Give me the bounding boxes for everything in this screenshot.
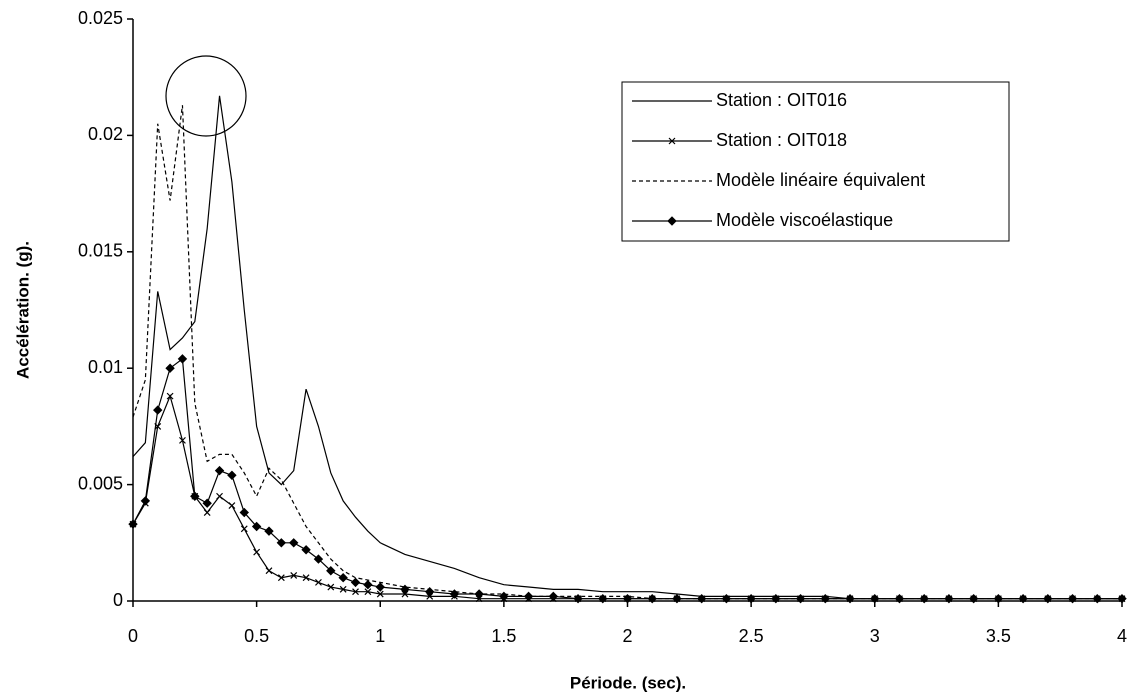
diamond-marker [968,593,979,604]
x-tick-label: 0.5 [244,626,269,646]
x-marker [240,525,248,533]
diamond-marker [363,579,373,590]
diamond-marker [202,498,212,508]
x-tick-label: 3.5 [986,626,1011,646]
x-tick-label: 4 [1117,626,1127,646]
diamond-marker [289,538,299,548]
diamond-marker [165,363,175,373]
x-marker [290,571,298,579]
y-axis-title: Accélération. (g). [13,241,32,379]
legend-label: Station : OIT018 [716,130,847,150]
diamond-marker [746,593,756,604]
diamond-marker [190,491,200,501]
x-tick-label: 1 [375,626,385,646]
diamond-marker [251,521,262,532]
x-marker [376,590,384,598]
diamond-marker [264,526,274,536]
diamond-marker [239,507,249,518]
diamond-marker [622,593,633,604]
x-marker [277,574,285,582]
diamond-marker [993,593,1004,604]
diamond-marker [153,405,163,415]
diamond-marker [128,519,138,529]
y-tick-label: 0.01 [88,357,123,377]
x-axis-title: Période. (sec). [570,673,686,692]
x-marker [668,137,676,145]
diamond-marker [696,593,707,604]
y-tick-label: 0.005 [78,473,123,493]
diamond-marker [338,573,348,583]
diamond-marker [301,545,311,555]
diamond-marker [672,593,682,604]
x-tick-label: 2.5 [739,626,764,646]
diamond-marker [400,584,410,595]
y-tick-label: 0 [113,590,123,610]
diamond-marker [313,554,324,564]
series-line [132,394,1122,600]
x-marker [352,588,359,596]
diamond-marker [573,593,583,604]
diamond-marker [548,591,559,602]
x-tick-label: 0 [128,626,138,646]
diamond-marker [177,354,188,364]
diamond-marker [598,593,608,604]
diamond-marker [721,593,732,604]
highlight-circle [165,55,247,137]
diamond-marker [1117,593,1127,604]
diamond-marker [424,586,435,597]
x-tick-label: 2 [622,626,632,646]
diamond-marker [276,538,287,548]
diamond-marker [870,593,880,604]
x-marker [327,583,335,591]
x-tick-label: 3 [870,626,880,646]
x-marker [166,392,174,400]
series-line [132,105,1122,600]
y-tick-label: 0.025 [78,8,123,28]
diamond-marker [140,496,151,506]
diamond-marker [820,593,831,604]
diamond-marker [647,593,657,604]
diamond-marker [1043,593,1053,604]
legend-label: Station : OIT016 [716,90,847,110]
x-tick-label: 1.5 [491,626,516,646]
diamond-marker [350,577,361,588]
diamond-marker [919,593,929,604]
legend-box [621,81,1010,242]
diamond-marker [227,470,237,480]
diamond-marker [499,591,509,602]
diamond-marker [375,582,385,592]
series-line [132,357,1122,600]
diamond-marker [667,216,677,226]
x-marker [253,548,261,556]
x-marker [228,502,236,509]
x-marker [315,578,322,586]
x-marker [216,492,223,500]
x-marker [265,567,273,575]
diamond-marker [1067,593,1078,604]
x-marker [364,588,372,596]
x-marker [302,574,310,582]
diamond-marker [326,566,336,576]
x-marker [203,509,211,516]
y-tick-label: 0.02 [88,124,123,144]
y-tick-label: 0.015 [78,241,123,261]
x-marker [339,585,347,593]
legend-label: Modèle viscoélastique [716,210,893,230]
diamond-marker [894,593,905,604]
diamond-marker [1018,593,1028,604]
diamond-marker [845,593,855,604]
diamond-marker [449,589,460,599]
diamond-marker [214,465,225,476]
legend-label: Modèle linéaire équivalent [716,170,925,190]
diamond-marker [944,593,954,604]
diamond-marker [1092,593,1102,604]
diamond-marker [474,589,484,599]
x-marker [179,436,186,444]
diamond-marker [795,593,806,604]
diamond-marker [523,591,534,602]
diamond-marker [771,593,781,604]
